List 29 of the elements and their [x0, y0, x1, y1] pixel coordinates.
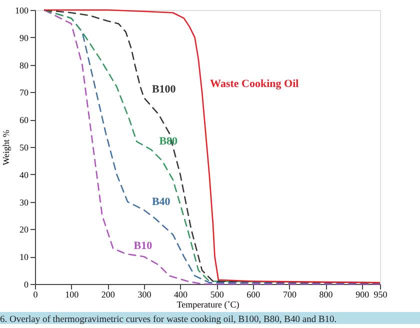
x-tick-label: 950: [374, 290, 388, 300]
x-tick-label: 300: [138, 290, 152, 300]
x-tick-label: 500: [210, 290, 224, 300]
y-tick-label: 70: [20, 88, 29, 98]
x-tick-label: 700: [282, 290, 297, 300]
x-tick-label: 400: [174, 290, 188, 300]
series-label: B40: [152, 196, 171, 208]
series-label: B100: [152, 84, 176, 96]
text: 6. Overlay of thermogravimetric curves for waste cooking oil, B100, B80, B40 and B10.: [0, 315, 337, 325]
y-tick-label: 90: [20, 32, 29, 43]
y-tick-label: 20: [20, 224, 29, 235]
y-tick-label: 40: [20, 170, 29, 180]
x-tick-label: 600: [246, 290, 261, 300]
y-tick-label: 30: [20, 197, 29, 208]
x-tick-label: 100: [65, 290, 80, 300]
x-tick-label: 0: [33, 290, 38, 300]
y-tick-label: 80: [20, 60, 29, 70]
x-tick-label: 800: [319, 290, 334, 300]
y-tick-label: 50: [20, 142, 29, 152]
x-axis-title: Temperature (˚C): [176, 300, 240, 310]
y-tick-label: 0: [24, 280, 29, 290]
series-label: Waste Cooking Oil: [210, 78, 299, 90]
y-tick-label: 100: [15, 6, 29, 16]
y-tick-label: 10: [20, 252, 29, 262]
x-tick-label: 200: [101, 290, 116, 300]
y-axis-title: Weight %: [1, 129, 11, 166]
series-label: B10: [134, 240, 153, 252]
y-tick-label: 60: [20, 115, 29, 126]
x-tick-label: 900: [356, 290, 370, 300]
